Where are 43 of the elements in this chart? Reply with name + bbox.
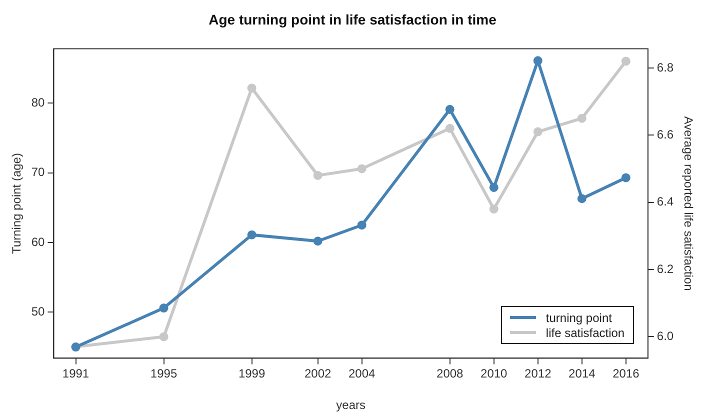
point bbox=[313, 236, 322, 246]
x-tick-label: 2008 bbox=[436, 366, 464, 381]
point bbox=[313, 170, 322, 180]
y2-tick-label: 6.2 bbox=[656, 262, 674, 276]
legend-label: life satisfaction bbox=[546, 326, 625, 340]
y2-tick-label: 6.6 bbox=[656, 127, 674, 142]
point bbox=[357, 220, 366, 230]
point bbox=[533, 56, 542, 66]
x-tick-label: 1999 bbox=[238, 366, 266, 381]
x-tick-label: 2002 bbox=[304, 366, 332, 381]
x-tick-label: 2016 bbox=[612, 366, 640, 381]
point bbox=[621, 56, 630, 66]
x-tick-label: 2012 bbox=[524, 366, 552, 381]
point bbox=[445, 104, 454, 114]
point bbox=[577, 194, 586, 204]
y2-axis-title: Average reported life satisfaction bbox=[681, 116, 696, 291]
point bbox=[489, 182, 498, 192]
point bbox=[247, 84, 256, 93]
x-tick-label: 2004 bbox=[348, 366, 376, 381]
y2-tick-label: 6.8 bbox=[656, 60, 674, 74]
x-axis-title: years bbox=[336, 398, 366, 412]
point bbox=[247, 230, 256, 240]
x-tick-label: 1991 bbox=[62, 366, 90, 381]
y2-tick-label: 6.4 bbox=[656, 194, 674, 209]
point bbox=[621, 173, 630, 182]
x-tick-label: 2014 bbox=[568, 366, 596, 381]
x-tick-label: 2010 bbox=[480, 366, 508, 381]
y-tick-label: 80 bbox=[31, 95, 46, 110]
y2-tick-label: 6.0 bbox=[656, 329, 674, 344]
chart-title: Age turning point in life satisfaction in time bbox=[208, 11, 497, 28]
point bbox=[577, 114, 586, 123]
point bbox=[357, 164, 366, 174]
point bbox=[445, 124, 454, 133]
point bbox=[159, 304, 168, 313]
point bbox=[159, 332, 168, 342]
y-tick-label: 70 bbox=[31, 165, 46, 180]
y-tick-label: 60 bbox=[31, 234, 46, 249]
point bbox=[489, 204, 498, 214]
y-axis-title: Turning point (age) bbox=[10, 153, 24, 254]
x-tick-label: 1995 bbox=[150, 366, 178, 381]
y-tick-label: 50 bbox=[31, 304, 46, 319]
legend-label: turning point bbox=[546, 310, 612, 325]
point bbox=[533, 127, 542, 136]
